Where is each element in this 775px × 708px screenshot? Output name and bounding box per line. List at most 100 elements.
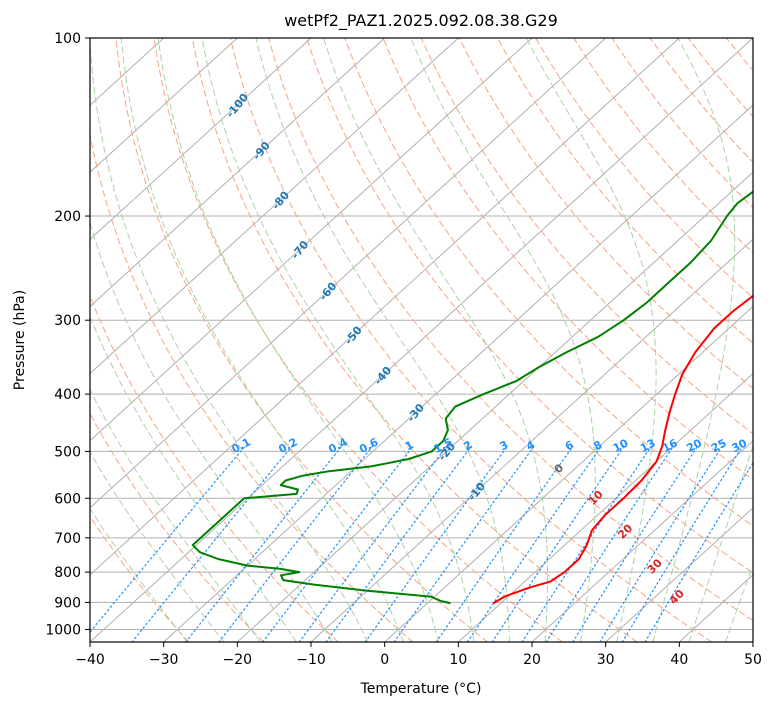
dry-adiabat-line — [191, 38, 638, 642]
dry-adiabat-line — [306, 38, 753, 574]
mixing-ratio-label: 20 — [684, 436, 704, 455]
moist-adiabat-line — [90, 221, 333, 642]
dry-adiabat-line — [344, 38, 753, 527]
y-tick-label: 200 — [54, 209, 81, 225]
isotherm-line — [90, 38, 312, 241]
isotherm-line — [90, 38, 533, 442]
x-tick-label: −40 — [75, 652, 105, 668]
isotherm-line — [90, 38, 459, 375]
isotherm-line — [90, 38, 238, 173]
y-tick-label: 900 — [54, 595, 81, 611]
moist-adiabat-line — [688, 444, 753, 642]
isotherm-line — [605, 507, 753, 642]
y-tick-label: 800 — [54, 565, 81, 581]
dry-adiabat-line — [765, 38, 775, 642]
moist-adiabat-line — [157, 38, 439, 642]
isotherm-line — [752, 641, 753, 642]
x-tick-label: 20 — [523, 652, 541, 668]
mixing-ratio-line — [90, 445, 246, 633]
isotherm-line — [90, 38, 680, 576]
moist-adiabat-line — [120, 38, 404, 642]
plot-frame — [89, 37, 754, 643]
moist-adiabat-line — [201, 38, 475, 642]
dry-adiabat-line — [229, 38, 713, 642]
dry-adiabat-line — [611, 38, 753, 209]
moist-adiabat-line — [725, 563, 753, 642]
moist-adiabat-line — [90, 38, 369, 642]
mixing-ratio-label: 30 — [730, 436, 750, 455]
mixing-ratio-label: 0.2 — [276, 435, 299, 456]
y-tick-label: 400 — [54, 387, 81, 403]
x-tick-label: −10 — [296, 652, 326, 668]
mixing-ratio-line — [545, 445, 675, 642]
y-tick-label: 300 — [54, 313, 81, 329]
moist-adiabat-line — [652, 38, 736, 642]
mixing-ratio-line — [435, 445, 574, 642]
isotherm-line — [384, 305, 753, 642]
y-tick-label: 500 — [54, 444, 81, 460]
mixing-ratio-line — [262, 445, 414, 642]
moist-adiabat-line — [323, 38, 548, 642]
moist-adiabat-line — [762, 38, 775, 642]
wet-adiabat-label: 30 — [645, 556, 665, 576]
dewpoint-trace — [191, 190, 753, 604]
mixing-ratio-label: 10 — [611, 436, 631, 455]
isotherm-line — [90, 38, 607, 509]
mixing-ratio-label: 25 — [709, 436, 729, 455]
axes: −40 −30 −20 −10 0 10 20 30 40 5010009008007006005… — [45, 31, 762, 668]
moist-adiabat-line — [90, 315, 297, 642]
mixing-ratio-line — [572, 445, 699, 642]
mixing-ratio-line — [364, 445, 509, 642]
y-tick-label: 600 — [54, 491, 81, 507]
mixing-ratio-line — [325, 445, 473, 642]
wet-adiabat-label: 0 — [552, 461, 567, 476]
dry-adiabat-line — [687, 38, 753, 118]
y-tick-label: 1000 — [45, 622, 81, 638]
isotherm-line — [90, 38, 386, 308]
dry-adiabat-line — [649, 38, 753, 163]
dry-adiabat-line — [268, 38, 753, 622]
mixing-ratio-label: 13 — [638, 436, 658, 455]
wet-adiabat-label: 20 — [615, 521, 635, 541]
x-tick-label: 0 — [380, 652, 389, 668]
chart-title: wetPf2_PAZ1.2025.092.08.38.G29 — [284, 11, 558, 31]
mixing-ratio-label: 36 — [750, 436, 770, 455]
dry-adiabat-line — [382, 38, 753, 481]
x-tick-label: 10 — [449, 652, 467, 668]
dry-adiabat-line — [573, 38, 753, 254]
dry-adiabat-line — [535, 38, 753, 299]
x-tick-label: −30 — [149, 652, 179, 668]
wet-adiabat-label: 10 — [586, 488, 606, 508]
isotherm-line — [310, 238, 753, 642]
dry-adiabat-line — [90, 132, 414, 642]
dry-adiabat-line — [725, 38, 753, 72]
moist-adiabat-line — [410, 38, 596, 642]
mixing-ratio-line — [185, 445, 343, 642]
isotherm-label: -100 — [224, 91, 252, 121]
dry-adiabat-line — [496, 38, 753, 344]
mixing-ratio-line — [599, 445, 723, 642]
mixing-ratio-label: 16 — [660, 436, 680, 455]
isotherm-line — [457, 372, 753, 642]
dry-adiabat-line — [90, 294, 339, 642]
mixing-ratio-line — [298, 445, 448, 642]
y-axis-label: Pressure (hPa) — [12, 290, 28, 390]
isotherm-line — [531, 439, 753, 642]
x-tick-label: 50 — [744, 652, 762, 668]
mixing-ratio-line — [393, 445, 535, 642]
temperature-trace — [492, 294, 753, 604]
mixing-ratio-label: 0.4 — [326, 435, 350, 456]
mixing-ratio-line — [621, 445, 744, 642]
mixing-ratio-label: 0.1 — [230, 435, 253, 456]
isotherm-line — [90, 38, 753, 642]
dry-adiabat-line — [90, 515, 190, 642]
mixing-ratio-line — [491, 445, 625, 642]
moist-adiabat-line — [90, 451, 225, 642]
isotherm-line — [163, 104, 753, 642]
mixing-ratio-line — [218, 445, 374, 642]
x-tick-label: 30 — [597, 652, 615, 668]
mixing-ratio-line — [131, 445, 293, 642]
dry-adiabat-line — [153, 38, 563, 642]
moist-adiabat-line — [90, 507, 188, 642]
